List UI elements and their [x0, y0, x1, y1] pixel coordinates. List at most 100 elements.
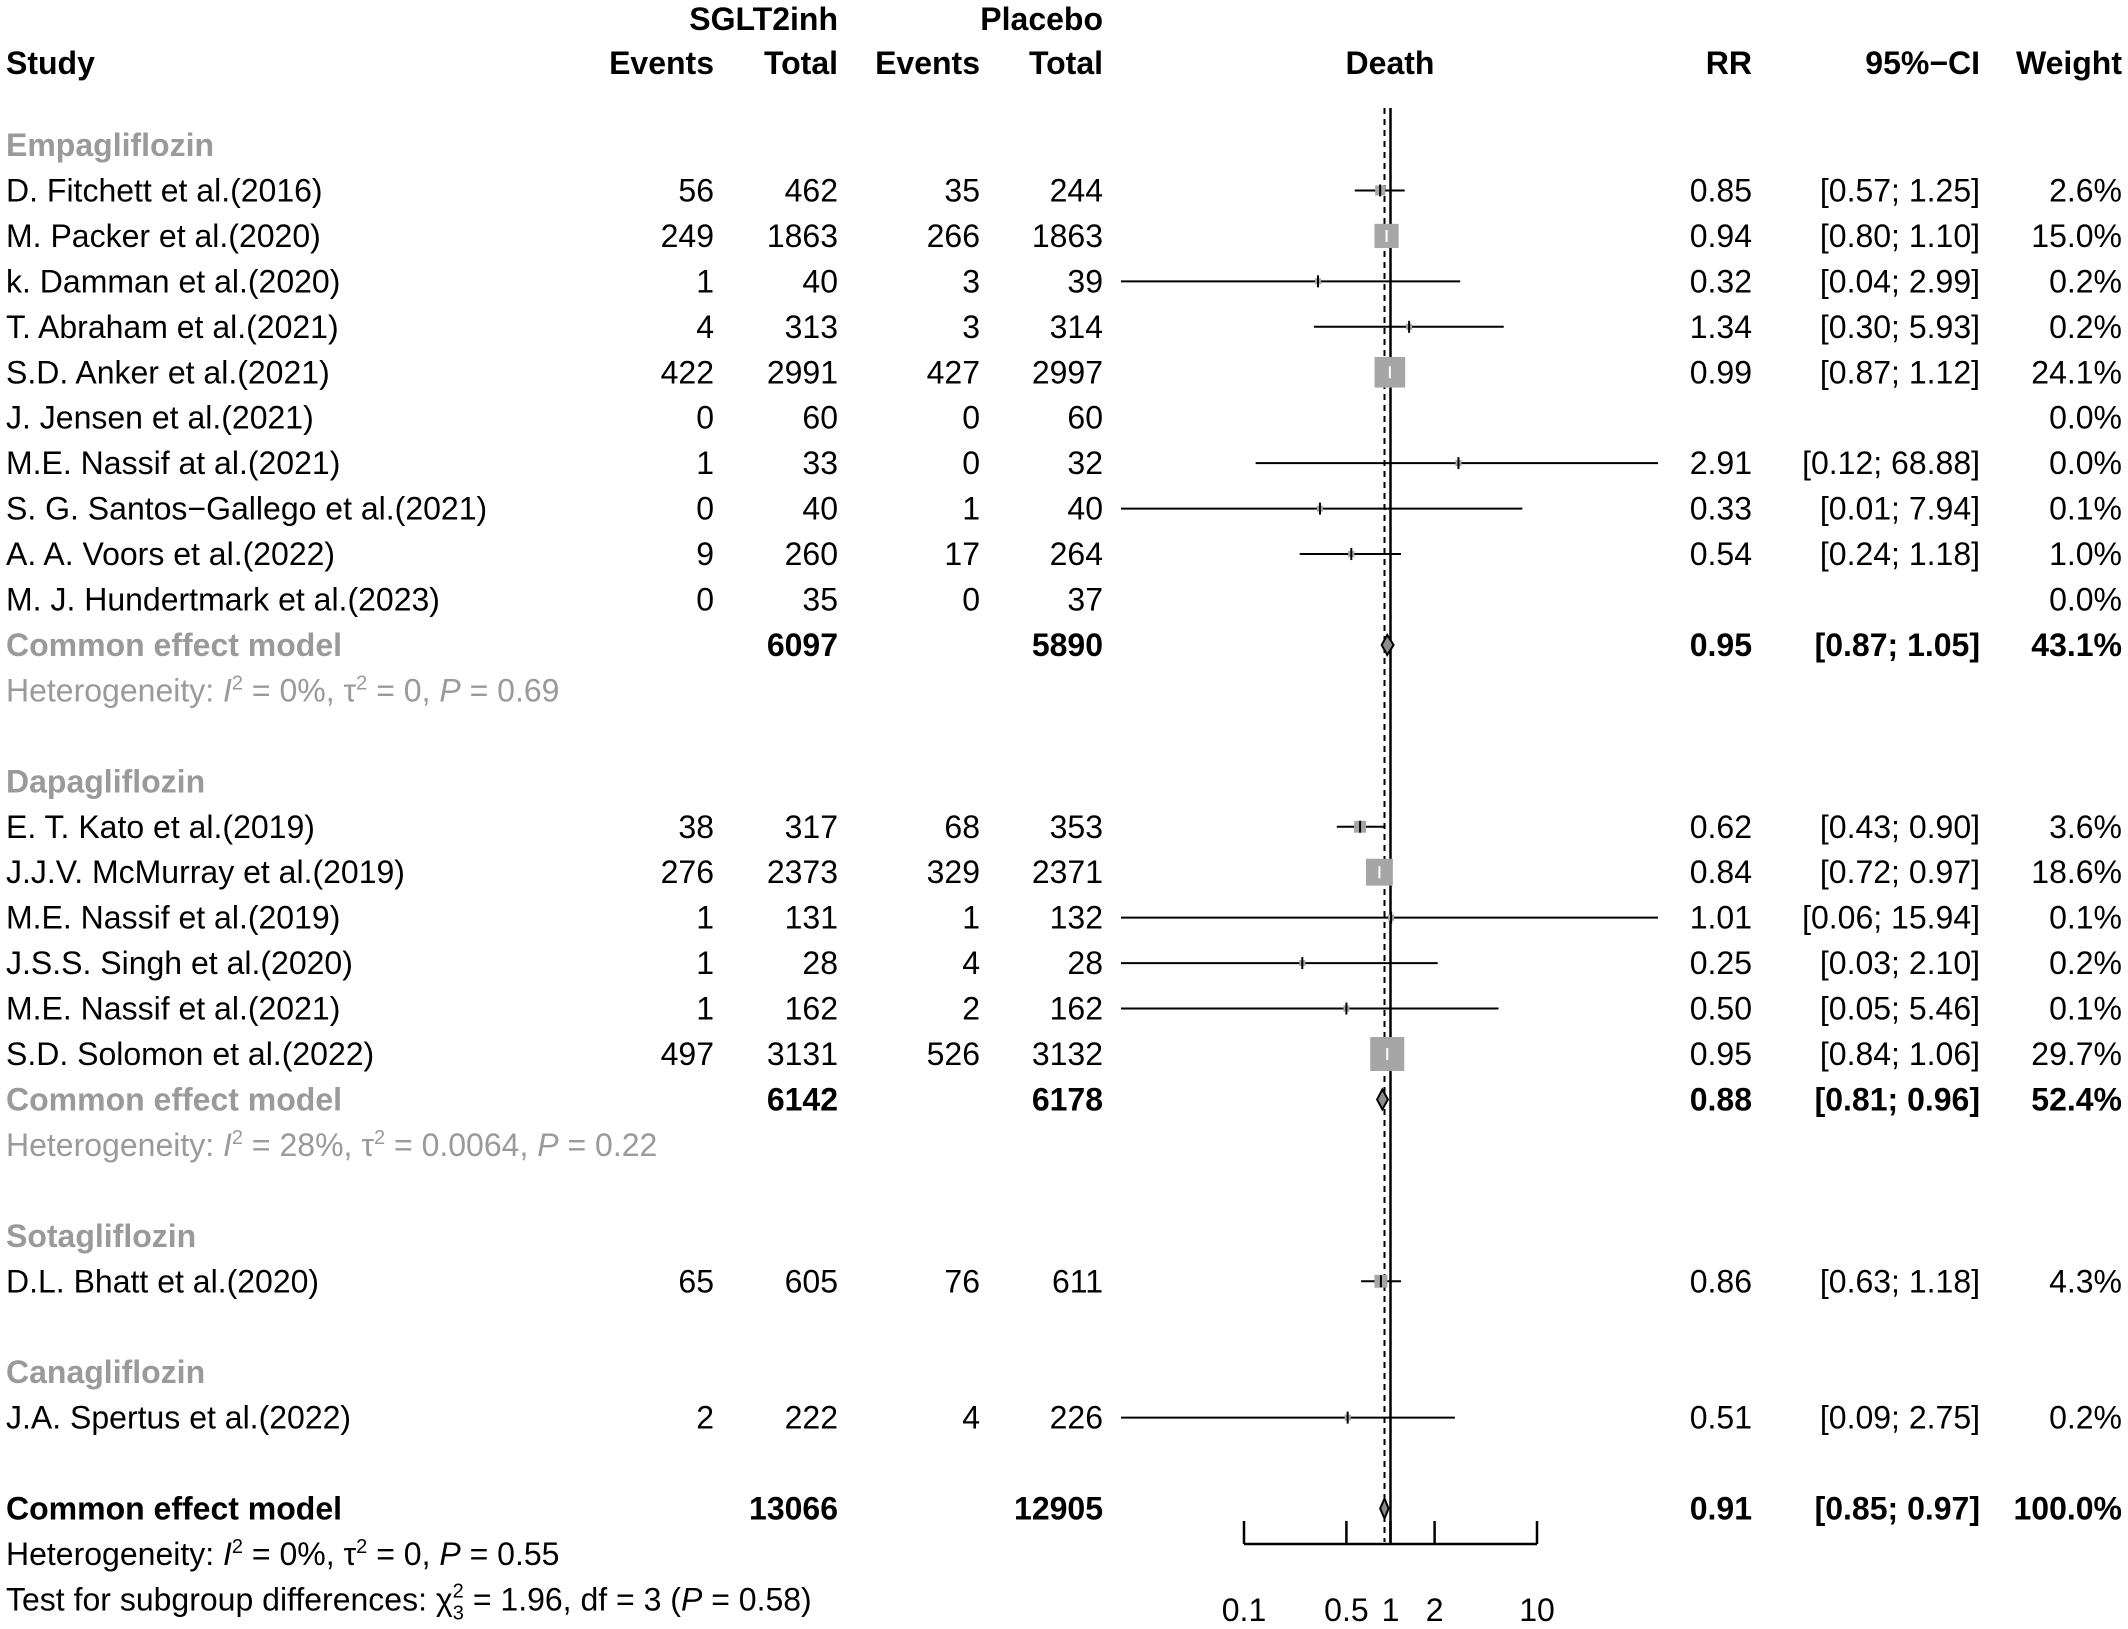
ci-value: [0.87; 1.12] [1820, 354, 1980, 390]
events-treatment: 0 [696, 491, 714, 527]
group-label: Dapagliflozin [6, 763, 205, 799]
study-name: J.S.S. Singh et al.(2020) [6, 945, 353, 981]
ci-value: [0.57; 1.25] [1820, 172, 1980, 208]
rr-value: 0.94 [1690, 218, 1752, 254]
total-treatment: 605 [785, 1263, 838, 1299]
study-name: S.D. Anker et al.(2021) [6, 354, 330, 390]
events-treatment: 249 [661, 218, 714, 254]
total-treatment: 60 [802, 400, 838, 436]
ci-value: [0.30; 5.93] [1820, 309, 1980, 345]
pooled-rr: 0.95 [1690, 627, 1752, 663]
weight-value: 0.0% [2049, 445, 2122, 481]
pooled-total-placebo: 6178 [1032, 1081, 1103, 1117]
total-placebo: 60 [1067, 400, 1103, 436]
x-tick-label: 2 [1426, 1592, 1444, 1628]
ci-value: [0.80; 1.10] [1820, 218, 1980, 254]
events-placebo: 0 [962, 400, 980, 436]
rr-value: 0.33 [1690, 491, 1752, 527]
header-group2: Placebo [980, 1, 1103, 37]
events-treatment: 1 [696, 445, 714, 481]
header-plot-label: Death [1346, 45, 1435, 81]
ci-value: [0.24; 1.18] [1820, 536, 1980, 572]
x-tick-label: 0.1 [1222, 1592, 1266, 1628]
pooled-rr: 0.88 [1690, 1081, 1752, 1117]
events-placebo: 68 [944, 809, 980, 845]
pooled-diamond [1375, 1087, 1390, 1112]
rr-value: 1.34 [1690, 309, 1752, 345]
pooled-rr: 0.91 [1690, 1491, 1752, 1527]
total-placebo: 264 [1050, 536, 1103, 572]
rr-value: 0.32 [1690, 263, 1752, 299]
study-name: D. Fitchett et al.(2016) [6, 172, 323, 208]
rr-value: 0.86 [1690, 1263, 1752, 1299]
weight-value: 24.1% [2031, 354, 2122, 390]
total-treatment: 40 [802, 263, 838, 299]
weight-value: 0.0% [2049, 582, 2122, 618]
total-treatment: 2373 [767, 854, 838, 890]
events-placebo: 0 [962, 445, 980, 481]
study-name: S. G. Santos−Gallego et al.(2021) [6, 491, 487, 527]
total-treatment: 2991 [767, 354, 838, 390]
total-placebo: 32 [1067, 445, 1103, 481]
total-treatment: 462 [785, 172, 838, 208]
weight-value: 0.1% [2049, 491, 2122, 527]
pooled-diamond [1379, 1495, 1390, 1522]
events-treatment: 65 [678, 1263, 714, 1299]
x-tick-label: 1 [1382, 1592, 1400, 1628]
ci-value: [0.06; 15.94] [1802, 900, 1980, 936]
total-treatment: 1863 [767, 218, 838, 254]
total-treatment: 28 [802, 945, 838, 981]
weight-value: 1.0% [2049, 536, 2122, 572]
study-name: D.L. Bhatt et al.(2020) [6, 1263, 319, 1299]
study-name: k. Damman et al.(2020) [6, 263, 340, 299]
total-placebo: 2997 [1032, 354, 1103, 390]
study-name: J.A. Spertus et al.(2022) [6, 1400, 351, 1436]
header-total-1: Total [764, 45, 838, 81]
events-treatment: 276 [661, 854, 714, 890]
events-placebo: 35 [944, 172, 980, 208]
total-treatment: 3131 [767, 1036, 838, 1072]
group-label: Empagliflozin [6, 127, 214, 163]
events-treatment: 4 [696, 309, 714, 345]
ci-value: [0.43; 0.90] [1820, 809, 1980, 845]
total-placebo: 40 [1067, 491, 1103, 527]
ci-value: [0.84; 1.06] [1820, 1036, 1980, 1072]
ci-value: [0.09; 2.75] [1820, 1400, 1980, 1436]
study-name: A. A. Voors et al.(2022) [6, 536, 335, 572]
study-name: M. Packer et al.(2020) [6, 218, 321, 254]
study-name: E. T. Kato et al.(2019) [6, 809, 315, 845]
events-placebo: 266 [927, 218, 980, 254]
rr-value: 0.25 [1690, 945, 1752, 981]
header-study: Study [6, 45, 95, 81]
total-placebo: 611 [1052, 1263, 1103, 1299]
header-rr: RR [1706, 45, 1752, 81]
ci-value: [0.03; 2.10] [1820, 945, 1980, 981]
study-name: S.D. Solomon et al.(2022) [6, 1036, 374, 1072]
total-placebo: 37 [1067, 582, 1103, 618]
header-ci: 95%−CI [1865, 45, 1980, 81]
pooled-diamond [1380, 633, 1395, 657]
rr-value: 0.62 [1690, 809, 1752, 845]
rr-value: 1.01 [1690, 900, 1752, 936]
events-placebo: 4 [962, 1400, 980, 1436]
weight-value: 0.1% [2049, 991, 2122, 1027]
events-treatment: 1 [696, 945, 714, 981]
pooled-total-placebo: 5890 [1032, 627, 1103, 663]
total-treatment: 35 [802, 582, 838, 618]
pooled-weight: 100.0% [2013, 1491, 2122, 1527]
subgroup-test-text: Test for subgroup differences: χ2 3 = 1.9… [6, 1580, 812, 1624]
total-treatment: 260 [785, 536, 838, 572]
pooled-weight: 43.1% [2031, 627, 2122, 663]
events-placebo: 4 [962, 945, 980, 981]
weight-value: 0.2% [2049, 263, 2122, 299]
weight-value: 0.2% [2049, 945, 2122, 981]
header-events-1: Events [609, 45, 714, 81]
events-placebo: 329 [927, 854, 980, 890]
events-placebo: 2 [962, 991, 980, 1027]
total-treatment: 317 [785, 809, 838, 845]
events-treatment: 2 [696, 1400, 714, 1436]
total-placebo: 244 [1050, 172, 1103, 208]
study-name: J. Jensen et al.(2021) [6, 400, 314, 436]
weight-value: 2.6% [2049, 172, 2122, 208]
